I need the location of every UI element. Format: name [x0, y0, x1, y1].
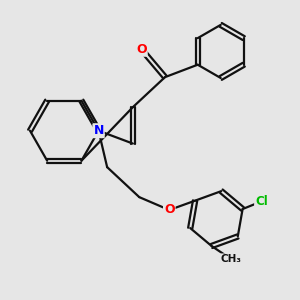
Text: CH₃: CH₃ — [221, 254, 242, 264]
Text: Cl: Cl — [255, 195, 268, 208]
Text: N: N — [93, 124, 104, 137]
Text: O: O — [136, 43, 147, 56]
Text: O: O — [164, 203, 175, 217]
